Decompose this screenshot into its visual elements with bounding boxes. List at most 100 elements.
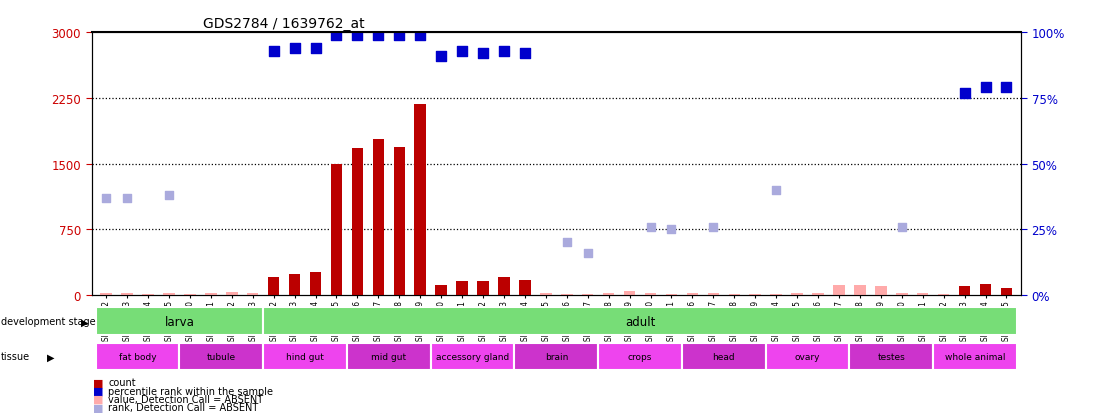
Bar — [598, 343, 682, 370]
Bar — [263, 308, 1017, 335]
Text: ■: ■ — [93, 377, 103, 387]
Text: development stage: development stage — [1, 316, 96, 327]
Text: testes: testes — [877, 352, 905, 361]
Bar — [414, 105, 426, 295]
Bar — [933, 343, 1017, 370]
Bar — [205, 294, 217, 295]
Text: ■: ■ — [93, 402, 103, 412]
Point — [496, 48, 513, 55]
Point — [558, 240, 576, 246]
Bar — [682, 343, 766, 370]
Bar — [456, 281, 468, 295]
Bar — [1001, 288, 1012, 295]
Bar — [394, 147, 405, 295]
Bar — [330, 165, 343, 295]
Bar — [435, 286, 446, 295]
Text: rank, Detection Call = ABSENT: rank, Detection Call = ABSENT — [108, 402, 259, 412]
Point — [97, 195, 115, 202]
Text: adult: adult — [625, 315, 655, 328]
Text: larva: larva — [164, 315, 194, 328]
Bar — [268, 278, 279, 295]
Bar — [624, 291, 635, 295]
Bar — [766, 343, 849, 370]
Point — [369, 32, 387, 39]
Bar — [431, 343, 514, 370]
Bar — [96, 308, 263, 335]
Point — [432, 53, 450, 60]
Bar — [373, 140, 384, 295]
Point — [474, 51, 492, 57]
Bar — [666, 294, 677, 295]
Text: percentile rank within the sample: percentile rank within the sample — [108, 386, 273, 396]
Bar — [142, 294, 154, 295]
Bar — [478, 282, 489, 295]
Bar — [514, 343, 598, 370]
Text: ▶: ▶ — [47, 351, 55, 362]
Bar — [896, 294, 907, 295]
Bar — [645, 294, 656, 295]
Bar — [603, 293, 615, 295]
Bar — [729, 294, 740, 295]
Text: hind gut: hind gut — [286, 352, 324, 361]
Bar — [937, 294, 950, 295]
Text: tissue: tissue — [1, 351, 30, 362]
Bar — [959, 287, 971, 295]
Point — [642, 224, 660, 230]
Point — [118, 195, 136, 202]
Text: brain: brain — [545, 352, 568, 361]
Point — [663, 226, 681, 233]
Point — [893, 224, 911, 230]
Bar — [854, 285, 866, 295]
Text: ■: ■ — [93, 386, 103, 396]
Bar — [875, 287, 886, 295]
Point — [391, 32, 408, 39]
Bar — [163, 293, 175, 295]
Point — [264, 48, 282, 55]
Point — [998, 85, 1016, 91]
Text: ■: ■ — [93, 394, 103, 404]
Text: crops: crops — [628, 352, 652, 361]
Bar — [96, 343, 180, 370]
Bar — [498, 278, 510, 295]
Bar — [791, 294, 802, 295]
Bar — [310, 273, 321, 295]
Bar — [227, 293, 238, 295]
Text: ovary: ovary — [795, 352, 820, 361]
Text: accessory gland: accessory gland — [436, 352, 509, 361]
Bar — [849, 343, 933, 370]
Text: fat body: fat body — [118, 352, 156, 361]
Bar — [263, 343, 347, 370]
Point — [328, 32, 346, 39]
Point — [307, 45, 325, 52]
Bar — [770, 294, 782, 295]
Bar — [708, 294, 719, 295]
Bar — [100, 294, 112, 295]
Bar — [289, 274, 300, 295]
Bar — [834, 286, 845, 295]
Text: ▶: ▶ — [81, 316, 89, 327]
Text: GDS2784 / 1639762_at: GDS2784 / 1639762_at — [203, 17, 365, 31]
Point — [286, 45, 304, 52]
Point — [412, 32, 430, 39]
Point — [516, 51, 533, 57]
Point — [160, 192, 177, 199]
Bar — [980, 285, 991, 295]
Bar — [247, 294, 259, 295]
Bar — [347, 343, 431, 370]
Point — [348, 32, 366, 39]
Bar — [750, 294, 761, 295]
Point — [704, 224, 722, 230]
Bar — [561, 294, 573, 295]
Point — [976, 85, 994, 91]
Bar — [812, 294, 824, 295]
Text: head: head — [712, 352, 735, 361]
Text: count: count — [108, 377, 136, 387]
Bar — [686, 294, 699, 295]
Bar — [184, 294, 195, 295]
Text: whole animal: whole animal — [945, 352, 1006, 361]
Point — [579, 250, 597, 256]
Bar — [917, 294, 929, 295]
Bar — [581, 294, 594, 295]
Bar — [122, 293, 133, 295]
Bar — [540, 294, 551, 295]
